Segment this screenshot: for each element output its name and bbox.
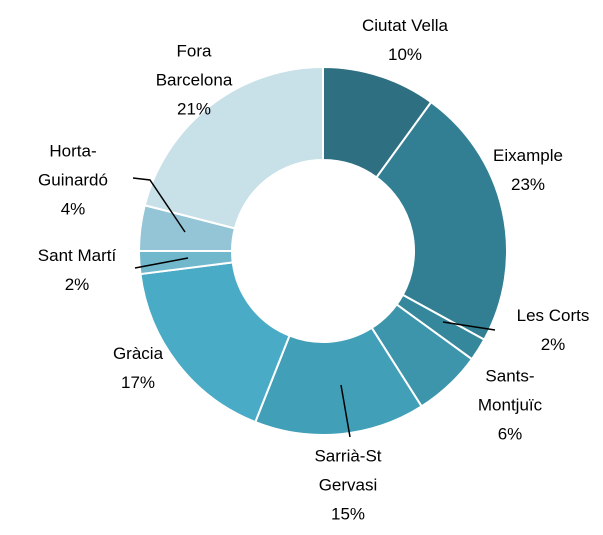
- slice-label: Ciutat Vella 10%: [340, 11, 470, 69]
- value-label: 23%: [510, 175, 546, 194]
- slice-label: Sants-Montjuïc 6%: [460, 362, 560, 449]
- category-label: Sants-Montjuïc: [477, 366, 543, 415]
- value-label: 4%: [60, 199, 86, 219]
- value-label: 2%: [540, 335, 566, 354]
- value-label: 15%: [330, 504, 366, 524]
- category-label: Sarrià-St Gervasi: [314, 446, 382, 495]
- category-label: Fora Barcelona: [155, 41, 233, 90]
- slice: [253, 326, 423, 436]
- slice-label: Horta-Guinardó 4%: [23, 137, 123, 224]
- slice-label: Sant Martí 2%: [27, 241, 127, 299]
- slice: [139, 261, 291, 424]
- category-label: Ciutat Vella: [362, 16, 448, 35]
- slice-label: Les Corts 2%: [503, 301, 603, 359]
- category-label: Gràcia: [112, 344, 164, 363]
- leader-line: [442, 321, 496, 331]
- category-label: Sant Martí: [37, 246, 117, 265]
- value-label: 10%: [387, 45, 423, 64]
- value-label: 2%: [64, 275, 90, 294]
- slice-label: Gràcia 17%: [98, 339, 178, 397]
- value-label: 21%: [176, 99, 212, 119]
- slice: [375, 100, 508, 342]
- value-label: 17%: [120, 373, 156, 392]
- slice-label: Eixample 23%: [478, 141, 578, 199]
- leader-line: [134, 257, 189, 269]
- category-label: Les Corts: [516, 306, 590, 325]
- leader-line: [340, 384, 351, 438]
- category-label: Horta-Guinardó: [38, 141, 108, 190]
- value-label: 6%: [497, 424, 523, 444]
- slice: [143, 65, 324, 230]
- slice-label: Sarrià-St Gervasi 15%: [306, 442, 391, 529]
- category-label: Eixample: [493, 146, 563, 165]
- leader-line: [132, 177, 186, 233]
- slice-label: Fora Barcelona 21%: [147, 37, 242, 124]
